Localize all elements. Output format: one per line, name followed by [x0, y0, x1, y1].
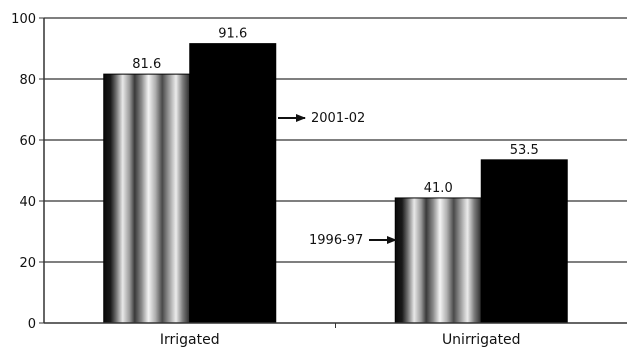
data-label: 53.5	[510, 143, 539, 158]
legend-label-2001-02: 2001-02	[311, 111, 365, 126]
y-tick-label: 60	[19, 134, 36, 149]
bar-2001-02-irrigated	[189, 43, 277, 324]
legend-annotation-2001-02: 2001-02	[278, 111, 365, 126]
bar-2001-02-unirrigated	[480, 159, 568, 324]
data-label: 81.6	[132, 57, 161, 72]
data-labels: 81.6 91.6 41.0 53.5	[132, 27, 538, 196]
data-label: 41.0	[424, 181, 453, 196]
y-tick-label: 80	[19, 73, 36, 88]
legend-label-1996-97: 1996-97	[309, 233, 363, 248]
y-tick-label: 40	[19, 195, 36, 210]
x-axis-categories: Irrigated Unirrigated	[160, 323, 521, 348]
y-tick-label: 0	[28, 317, 36, 332]
x-category-label: Irrigated	[160, 332, 220, 348]
bar-1996-97-irrigated	[103, 73, 191, 324]
y-tick-label: 20	[19, 256, 36, 271]
bar-1996-97-unirrigated	[394, 197, 482, 324]
legend-annotation-1996-97: 1996-97	[309, 233, 397, 248]
y-tick-label: 100	[11, 12, 36, 27]
data-label: 91.6	[218, 27, 247, 42]
x-category-label: Unirrigated	[442, 332, 521, 348]
y-axis-ticks: 0 20 40 60 80 100	[11, 12, 44, 332]
bars	[103, 43, 568, 324]
